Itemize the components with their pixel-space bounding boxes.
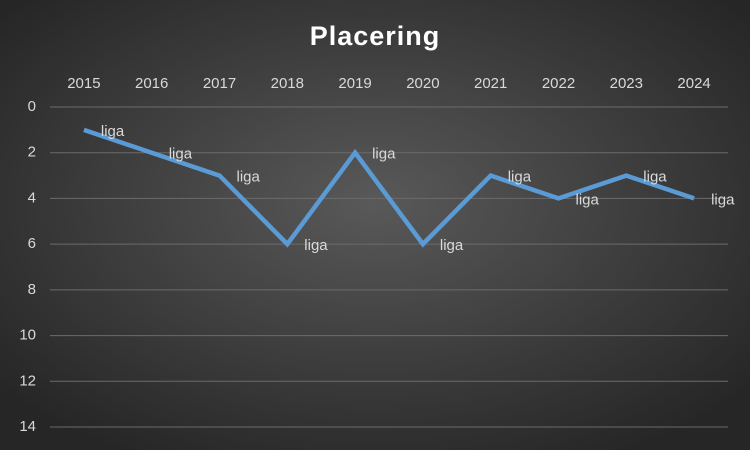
data-label: liga <box>101 123 125 140</box>
y-tick-label: 8 <box>28 281 36 298</box>
x-tick-label: 2021 <box>474 75 507 92</box>
data-label: liga <box>304 237 328 254</box>
y-tick-label: 14 <box>19 418 36 435</box>
x-tick-label: 2022 <box>542 75 575 92</box>
chart-title: Placering <box>310 21 441 51</box>
data-label: liga <box>440 237 464 254</box>
x-tick-label: 2020 <box>406 75 439 92</box>
y-tick-label: 10 <box>19 327 36 344</box>
x-tick-label: 2019 <box>338 75 371 92</box>
data-label: liga <box>711 191 735 208</box>
y-tick-label: 12 <box>19 372 36 389</box>
x-tick-label: 2018 <box>271 75 304 92</box>
y-tick-label: 0 <box>28 98 36 115</box>
x-tick-label: 2015 <box>67 75 100 92</box>
y-tick-label: 4 <box>28 189 36 206</box>
data-label: liga <box>237 169 261 186</box>
x-tick-label: 2024 <box>677 75 710 92</box>
x-tick-label: 2023 <box>610 75 643 92</box>
y-tick-label: 6 <box>28 235 36 252</box>
y-tick-label: 2 <box>28 144 36 161</box>
x-tick-label: 2016 <box>135 75 168 92</box>
data-label: liga <box>372 146 396 163</box>
x-tick-label: 2017 <box>203 75 236 92</box>
data-label: liga <box>169 146 193 163</box>
data-label: liga <box>576 191 600 208</box>
data-label: liga <box>643 169 667 186</box>
data-label: liga <box>508 169 532 186</box>
data-line <box>83 127 695 248</box>
